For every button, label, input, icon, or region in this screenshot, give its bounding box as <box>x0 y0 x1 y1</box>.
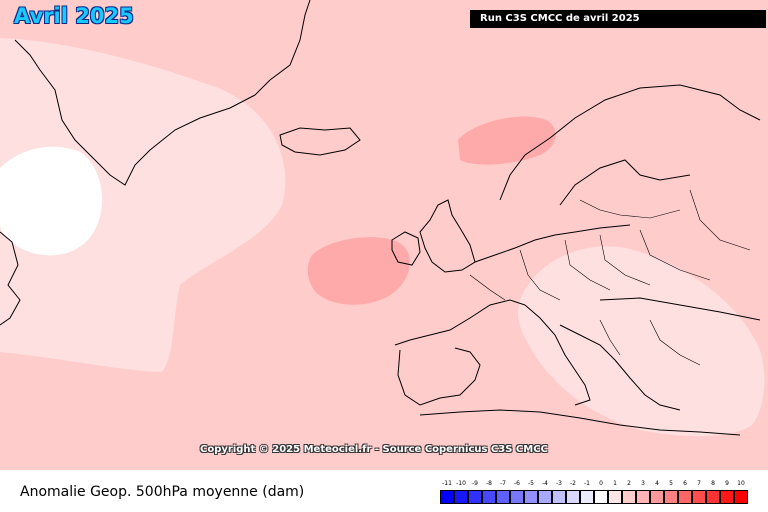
scale-color-cell <box>650 490 664 504</box>
scale-color-cell <box>664 490 678 504</box>
coastlines <box>0 0 761 436</box>
scale-color-cell <box>454 490 468 504</box>
scale-tick-label: -1 <box>584 480 590 487</box>
scale-color-cell <box>510 490 524 504</box>
labrador-zero-anomaly-zone <box>0 146 102 256</box>
map-title: Avril 2025 <box>14 4 134 28</box>
scale-tick-label: 1 <box>613 480 617 487</box>
scale-color-cell <box>692 490 706 504</box>
scale-tick-label: 3 <box>641 480 645 487</box>
scale-color-cell <box>496 490 510 504</box>
greenland-low-anomaly-zone <box>0 38 286 372</box>
scale-color-cell <box>734 490 748 504</box>
scale-tick-label: -6 <box>514 480 520 487</box>
scale-tick-label: -2 <box>570 480 576 487</box>
norwegian-sea-positive-zone <box>458 116 556 165</box>
scale-color-cell <box>552 490 566 504</box>
scale-color-cell <box>636 490 650 504</box>
anomaly-map <box>0 0 765 437</box>
scale-color-cell <box>678 490 692 504</box>
scale-color-cell <box>580 490 594 504</box>
scale-tick-label: 10 <box>737 480 745 487</box>
scale-color-cell <box>468 490 482 504</box>
scale-tick-label: 2 <box>627 480 631 487</box>
scale-tick-label: 5 <box>669 480 673 487</box>
scale-tick-label: -8 <box>486 480 492 487</box>
scale-color-cell <box>594 490 608 504</box>
scale-tick-label: 6 <box>683 480 687 487</box>
scale-color-cell <box>440 490 454 504</box>
legend-footer: Anomalie Geop. 500hPa moyenne (dam) -11-… <box>0 470 768 512</box>
variable-label: Anomalie Geop. 500hPa moyenne (dam) <box>20 484 305 500</box>
balkans-low-anomaly-zone <box>518 246 765 437</box>
scale-tick-label: -9 <box>472 480 478 487</box>
scale-tick-label: -4 <box>542 480 548 487</box>
scale-tick-label: 0 <box>599 480 603 487</box>
run-label: Run C3S CMCC de avril 2025 <box>470 10 766 28</box>
west-ireland-positive-zone <box>307 237 410 305</box>
copyright-text: Copyright © 2025 Meteociel.fr - Source C… <box>200 444 548 455</box>
scale-tick-label: -11 <box>442 480 452 487</box>
country-borders <box>469 189 751 366</box>
scale-color-cell <box>706 490 720 504</box>
scale-tick-label: -10 <box>456 480 466 487</box>
scale-tick-label: -3 <box>556 480 562 487</box>
scale-color-cell <box>566 490 580 504</box>
scale-color-cell <box>482 490 496 504</box>
scale-tick-label: 7 <box>697 480 701 487</box>
scale-color-cell <box>538 490 552 504</box>
scale-tick-label: -5 <box>528 480 534 487</box>
scale-tick-label: 4 <box>655 480 659 487</box>
scale-color-cell <box>524 490 538 504</box>
scale-tick-label: -7 <box>500 480 506 487</box>
scale-color-cell <box>720 490 734 504</box>
scale-color-cell <box>608 490 622 504</box>
scale-color-cell <box>622 490 636 504</box>
scale-tick-label: 8 <box>711 480 715 487</box>
scale-tick-label: 9 <box>725 480 729 487</box>
map-frame: Avril 2025 Run C3S CMCC de avril 2025 Co… <box>0 0 768 470</box>
